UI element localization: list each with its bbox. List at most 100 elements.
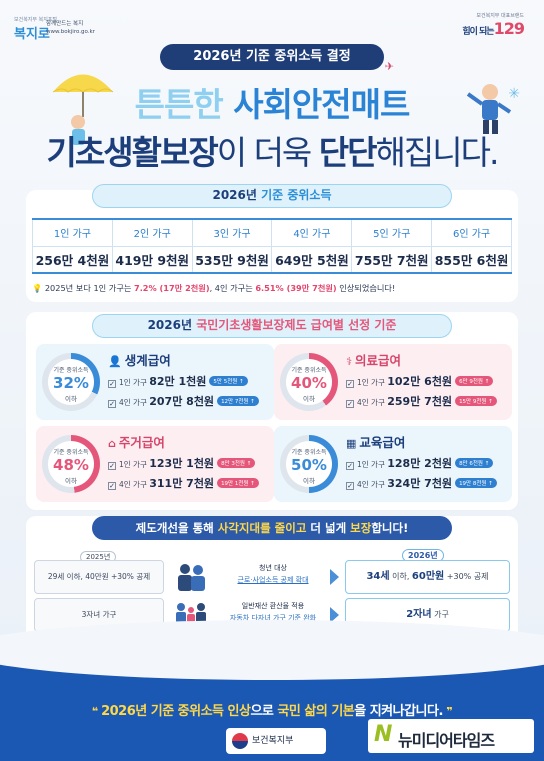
person-icon: 👤 [108, 355, 122, 368]
school-icon: ▦ [346, 437, 357, 450]
ring-percent: 50% [291, 456, 327, 474]
benefit-line-1: ✓ 1인 가구 102만 6천원 6만 9천원 ↑ [346, 373, 494, 389]
benefit-amount: 128만 2천원 [387, 457, 453, 470]
ratio-ring: 기준 중위소득 50% 이하 [280, 435, 338, 493]
increase-badge: 5만 5천원 ↑ [209, 376, 248, 386]
slogan-b: 으로 [250, 704, 278, 719]
footer-slogan: ❝ 2026년 기준 중위소득 인상으로 국민 삶의 기본을 지켜나갑니다. ❞ [0, 700, 544, 719]
benefit-card: 기준 중위소득 48% 이하 ⌂ 주거급여 ✓ 1인 가구 123만 1천원 8만 3천원 ↑… [36, 426, 274, 502]
household-label: 1인 가구 [357, 460, 385, 469]
nmt-n-icon: N [374, 722, 393, 747]
increase-badge: 19만 1천원 ↑ [217, 478, 259, 488]
headline-1b: 사회안전매트 [233, 85, 410, 124]
benefit-amount: 324만 7천원 [387, 477, 453, 490]
medical-icon: ⚕ [346, 355, 352, 368]
headline-line-1: 튼튼한 사회안전매트 [0, 78, 544, 126]
income-increase-note: 💡 2025년 보다 1인 가구는 7.2% (17만 2천원), 4인 가구는… [32, 282, 512, 294]
household-label: 1인 가구 [119, 378, 147, 387]
ring-percent: 48% [53, 456, 89, 474]
quote-close-icon: ❞ [442, 705, 453, 718]
benefits-heading-label: 국민기초생활보장제도 급여별 선정 기준 [196, 318, 397, 332]
jumping-kid-illustration [466, 84, 512, 134]
ratio-ring: 기준 중위소득 48% 이하 [42, 435, 100, 493]
benefit-name: 교육급여 [359, 435, 406, 450]
ratio-ring: 기준 중위소득 32% 이하 [42, 353, 100, 411]
household-label: 1인 가구 [119, 460, 147, 469]
imp-title-d: 보장 [350, 521, 372, 535]
benefit-title: ⚕ 의료급여 [346, 350, 401, 369]
income-value-cell: 855만 6천원 [431, 245, 512, 274]
benefit-card: 기준 중위소득 40% 이하 ⚕ 의료급여 ✓ 1인 가구 102만 6천원 6만 9천원 ↑… [274, 344, 512, 420]
brand-129-logo[interactable]: 보건복지부 대표브랜드 힘이 되는129 [434, 12, 525, 40]
income-value-cell: 755만 7천원 [351, 245, 433, 274]
bokjiro-logo[interactable]: 보건복지부 복지포털 복지로 함께만드는 복지 www.bokjiro.go.k… [14, 10, 114, 42]
benefit-title: ⌂ 주거급여 [108, 432, 165, 451]
headline-2c: 단단 [318, 133, 378, 172]
checkbox-icon: ✓ [346, 400, 354, 408]
checkbox-icon: ✓ [346, 380, 354, 388]
ministry-logo[interactable]: 보건복지부 [226, 728, 326, 754]
topic-pill: 2026년 기준 중위소득 결정 [160, 44, 384, 70]
bokjiro-mark: 보건복지부 복지포털 복지로 [14, 16, 57, 42]
checkbox-icon: ✓ [108, 462, 116, 470]
note-a: 2025년 보다 1인 가구는 [44, 283, 134, 293]
note-b: 7.2% (17만 2천원) [134, 283, 210, 293]
income-header-cell: 1인 가구 [32, 218, 113, 247]
nmt-text: 뉴미디어타임즈 [398, 731, 495, 750]
household-label: 4인 가구 [119, 480, 147, 489]
income-header-cell: 4인 가구 [271, 218, 353, 247]
income-value-cell: 256만 4천원 [32, 245, 113, 274]
lightbulb-icon: 💡 [32, 283, 45, 293]
slogan-d: 을 지켜나갑니다. [354, 704, 443, 719]
house-icon: ⌂ [108, 437, 116, 450]
income-heading-year: 2026년 [212, 188, 262, 202]
ring-percent: 40% [291, 374, 327, 392]
new-a: 2자녀 [406, 609, 432, 620]
income-header-cell: 3인 가구 [191, 218, 273, 247]
sparkle-icon: ✳ [508, 86, 520, 102]
imp-title-b: 사각지대를 줄이고 [217, 521, 307, 535]
new-criterion: 34세 이하, 60만원 +30% 공제 [345, 560, 510, 594]
ring-label: 기준 중위소득 [53, 367, 89, 374]
slogan-a: 2026년 기준 중위소득 인상 [101, 704, 251, 719]
arrow-right-icon [330, 607, 339, 623]
footer-curve [0, 620, 544, 680]
logo-left-small: 보건복지부 복지포털 [14, 17, 57, 23]
imp-title-a: 제도개선을 통해 [135, 521, 218, 535]
benefit-line-2: ✓ 4인 가구 207만 8천원 12만 7천원 ↑ [108, 393, 259, 409]
ring-label: 기준 중위소득 [291, 449, 327, 456]
note-c: , 4인 가구는 [209, 283, 256, 293]
increase-badge: 8만 6천원 ↑ [455, 458, 494, 468]
change-description: 청년 대상 근로·사업소득 공제 확대 [170, 560, 340, 594]
income-header-cell: 6인 가구 [431, 218, 512, 247]
benefit-line-1: ✓ 1인 가구 128만 2천원 8만 6천원 ↑ [346, 455, 494, 471]
headline-2d: 해집니다. [375, 133, 500, 172]
increase-badge: 19만 8천원 ↑ [455, 478, 497, 488]
household-label: 4인 가구 [119, 398, 147, 407]
benefit-title: 👤 생계급여 [108, 350, 171, 369]
ring-label: 기준 중위소득 [53, 449, 89, 456]
benefit-line-2: ✓ 4인 가구 259만 7천원 15만 9천원 ↑ [346, 393, 497, 409]
household-label: 4인 가구 [357, 398, 385, 407]
benefit-name: 생계급여 [124, 353, 171, 368]
checkbox-icon: ✓ [108, 482, 116, 490]
income-header-cell: 5인 가구 [351, 218, 433, 247]
income-value-cell: 535만 9천원 [191, 245, 273, 274]
benefit-name: 의료급여 [354, 353, 401, 368]
ring-inner [48, 359, 94, 405]
ring-inner [286, 359, 332, 405]
benefit-amount: 259만 7천원 [387, 395, 453, 408]
benefit-line-1: ✓ 1인 가구 82만 1천원 5만 5천원 ↑ [108, 373, 248, 389]
benefit-card: 기준 중위소득 32% 이하 👤 생계급여 ✓ 1인 가구 82만 1천원 5만 5천원 ↑ ✓… [36, 344, 274, 420]
household-label: 4인 가구 [357, 480, 385, 489]
increase-badge: 15만 9천원 ↑ [455, 396, 497, 406]
benefit-amount: 311만 7천원 [149, 477, 215, 490]
change-target: 청년 대상 [259, 564, 287, 572]
headline-1a: 튼튼한 [134, 85, 234, 124]
checkbox-icon: ✓ [346, 462, 354, 470]
logo-left-mark-text: 복지로 [14, 27, 50, 42]
new-b: 이하, [389, 572, 412, 581]
ring-sub: 이하 [303, 395, 315, 403]
slogan-c: 국민 삶의 기본 [277, 704, 355, 719]
